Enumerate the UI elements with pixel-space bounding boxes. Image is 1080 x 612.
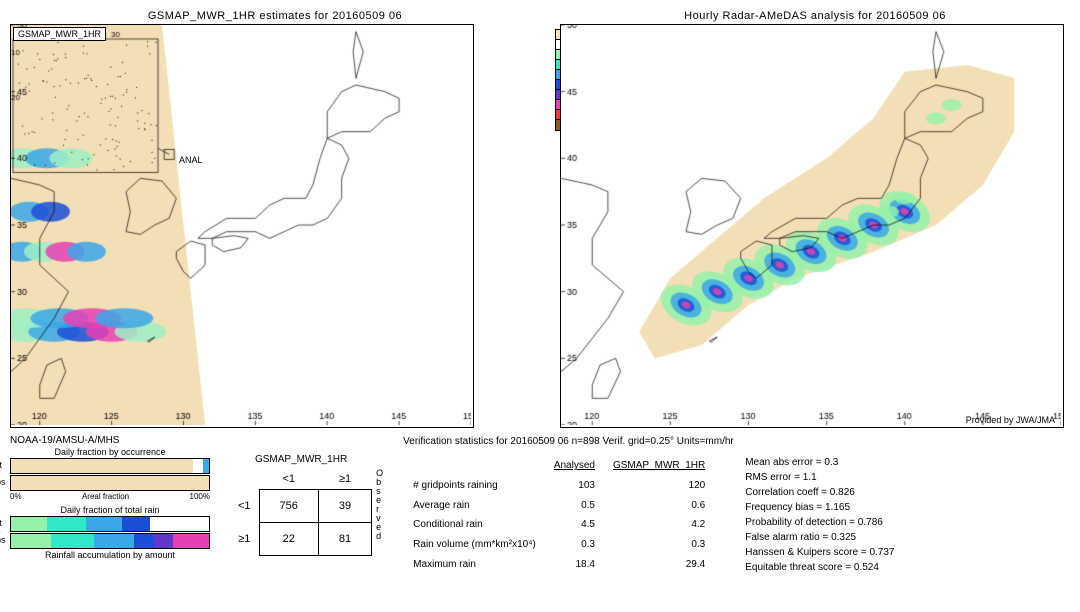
- stats-header: Verification statistics for 20160509 06 …: [403, 434, 894, 449]
- ct-cell-00: 756: [259, 489, 318, 522]
- bar-label: Est: [0, 460, 2, 470]
- left-map-canvas: [11, 25, 471, 425]
- right-map-panel: Hourly Radar-AMeDAS analysis for 2016050…: [560, 10, 1070, 428]
- bar-segment: [11, 476, 209, 490]
- observed-vertical-label: Observed: [376, 469, 383, 541]
- inset-product-label: GSMAP_MWR_1HR: [13, 27, 106, 41]
- stats-row: Rain volume (mm*km²x10⁴)0.30.3: [405, 536, 713, 554]
- rain-fraction-title: Daily fraction of total rain: [10, 505, 210, 515]
- ct-row2: ≥1: [230, 522, 259, 555]
- stats-col-b: GSMAP_MWR_1HR: [605, 457, 713, 475]
- metric-row: Hanssen & Kuipers score = 0.737: [745, 545, 894, 560]
- axis-0: 0%: [10, 492, 22, 501]
- stats-val-b: 120: [605, 477, 713, 495]
- right-map-canvas: [561, 25, 1061, 425]
- stats-row: Average rain0.50.6: [405, 496, 713, 514]
- bar-segment: [11, 459, 193, 473]
- stats-row: Conditional rain4.54.2: [405, 516, 713, 534]
- fraction-bar: Est: [10, 458, 210, 474]
- bar-label: Obs: [0, 477, 6, 487]
- stats-val-b: 0.3: [605, 536, 713, 554]
- bar-segment: [203, 459, 209, 473]
- sensor-footer: NOAA-19/AMSU-A/MHS: [10, 435, 210, 446]
- ct-col1: <1: [259, 469, 318, 490]
- ct-cell-01: 39: [318, 489, 371, 522]
- ct-col2: ≥1: [318, 469, 371, 490]
- metric-row: Correlation coeff = 0.826: [745, 485, 894, 500]
- anal-label: ANAL: [179, 155, 203, 165]
- metric-row: RMS error = 1.1: [745, 470, 894, 485]
- stats-key: Maximum rain: [405, 555, 544, 573]
- bar-segment: [134, 534, 154, 548]
- axis-mid: Areal fraction: [82, 492, 129, 501]
- maps-row: GSMAP_MWR_1HR estimates for 20160509 06 …: [10, 10, 1070, 428]
- ct-cell-11: 81: [318, 522, 371, 555]
- stats-key: Conditional rain: [405, 516, 544, 534]
- stats-row: # gridpoints raining103120: [405, 477, 713, 495]
- areal-axis: 0% Areal fraction 100%: [10, 492, 210, 501]
- bar-segment: [86, 517, 122, 531]
- metrics-list: Mean abs error = 0.3RMS error = 1.1Corre…: [745, 455, 894, 575]
- bar-segment: [47, 517, 87, 531]
- fraction-bar: Obs: [10, 475, 210, 491]
- fraction-bar: Est: [10, 516, 210, 532]
- metric-row: Probability of detection = 0.786: [745, 515, 894, 530]
- bar-segment: [150, 517, 209, 531]
- bar-label: Est: [0, 518, 2, 528]
- fraction-block: NOAA-19/AMSU-A/MHS Daily fraction by occ…: [10, 434, 210, 575]
- bar-label: Obs: [0, 535, 6, 545]
- left-map-panel: GSMAP_MWR_1HR estimates for 20160509 06 …: [10, 10, 540, 428]
- occurrence-title: Daily fraction by occurrence: [10, 447, 210, 457]
- stats-val-a: 4.5: [546, 516, 603, 534]
- metric-row: Equitable threat score = 0.524: [745, 560, 894, 575]
- right-map-title: Hourly Radar-AMeDAS analysis for 2016050…: [560, 10, 1070, 22]
- ct-row1: <1: [230, 489, 259, 522]
- fraction-bar: Obs: [10, 533, 210, 549]
- stats-row: Maximum rain18.429.4: [405, 555, 713, 573]
- right-map-box: Provided by JWA/JMA: [560, 24, 1064, 428]
- contingency-table: <1 ≥1 <1 756 39 ≥1 22 81: [230, 469, 372, 556]
- contingency-block: GSMAP_MWR_1HR <1 ≥1 <1 756 39 ≥1 22 81: [230, 434, 383, 575]
- ct-cell-10: 22: [259, 522, 318, 555]
- stats-col-a: Analysed: [546, 457, 603, 475]
- stats-block: Verification statistics for 20160509 06 …: [403, 434, 894, 575]
- accum-title: Rainfall accumulation by amount: [10, 550, 210, 560]
- bottom-row: NOAA-19/AMSU-A/MHS Daily fraction by occ…: [10, 434, 1070, 575]
- stats-val-a: 0.5: [546, 496, 603, 514]
- stats-val-b: 29.4: [605, 555, 713, 573]
- stats-val-b: 4.2: [605, 516, 713, 534]
- stats-val-a: 18.4: [546, 555, 603, 573]
- bar-segment: [11, 517, 47, 531]
- metric-row: False alarm ratio = 0.325: [745, 530, 894, 545]
- bar-segment: [11, 534, 51, 548]
- bar-segment: [193, 459, 203, 473]
- axis-100: 100%: [190, 492, 210, 501]
- metric-row: Frequency bias = 1.165: [745, 500, 894, 515]
- left-map-box: GSMAP_MWR_1HR ANAL: [10, 24, 474, 428]
- bar-segment: [122, 517, 150, 531]
- stats-val-b: 0.6: [605, 496, 713, 514]
- stats-val-a: 103: [546, 477, 603, 495]
- metric-row: Mean abs error = 0.3: [745, 455, 894, 470]
- stats-table: Analysed GSMAP_MWR_1HR # gridpoints rain…: [403, 455, 715, 575]
- bar-segment: [94, 534, 134, 548]
- stats-val-a: 0.3: [546, 536, 603, 554]
- bar-segment: [51, 534, 95, 548]
- right-map-footer: Provided by JWA/JMA: [966, 415, 1059, 425]
- stats-key: Average rain: [405, 496, 544, 514]
- bar-segment: [173, 534, 209, 548]
- left-map-title: GSMAP_MWR_1HR estimates for 20160509 06: [10, 10, 540, 22]
- contingency-title: GSMAP_MWR_1HR: [230, 454, 372, 465]
- bar-segment: [154, 534, 174, 548]
- stats-key: # gridpoints raining: [405, 477, 544, 495]
- stats-key: Rain volume (mm*km²x10⁴): [405, 536, 544, 554]
